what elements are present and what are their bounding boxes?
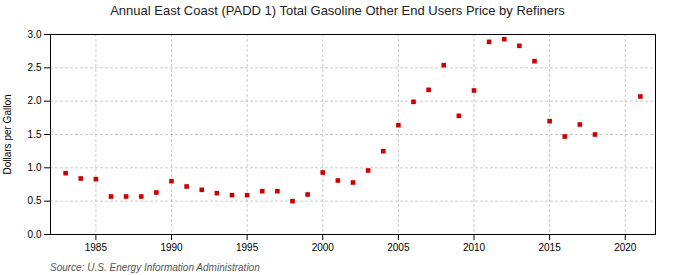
html-text:Annual East Coast (PADD 1) Tot: Annual East Coast (PADD 1) Total Gasolin… (110, 3, 565, 18)
svg-text:1.0: 1.0 (28, 162, 42, 173)
svg-text:2000: 2000 (312, 242, 335, 253)
svg-text:1.5: 1.5 (28, 129, 42, 140)
svg-text:2020: 2020 (614, 242, 637, 253)
svg-text:2.0: 2.0 (28, 95, 42, 106)
svg-text:0.5: 0.5 (28, 195, 42, 206)
svg-text:1995: 1995 (236, 242, 259, 253)
svg-text:2010: 2010 (463, 242, 486, 253)
svg-text:2015: 2015 (539, 242, 562, 253)
svg-text:2005: 2005 (387, 242, 410, 253)
svg-text:1985: 1985 (85, 242, 108, 253)
svg-text:3.0: 3.0 (28, 29, 42, 40)
svg-text:Dollars per Gallon: Dollars per Gallon (2, 94, 13, 174)
html-text:Source: U.S. Energy Informatio: Source: U.S. Energy Information Administ… (50, 262, 260, 273)
svg-text:1990: 1990 (160, 242, 183, 253)
svg-text:0.0: 0.0 (28, 229, 42, 240)
svg-text:2.5: 2.5 (28, 62, 42, 73)
